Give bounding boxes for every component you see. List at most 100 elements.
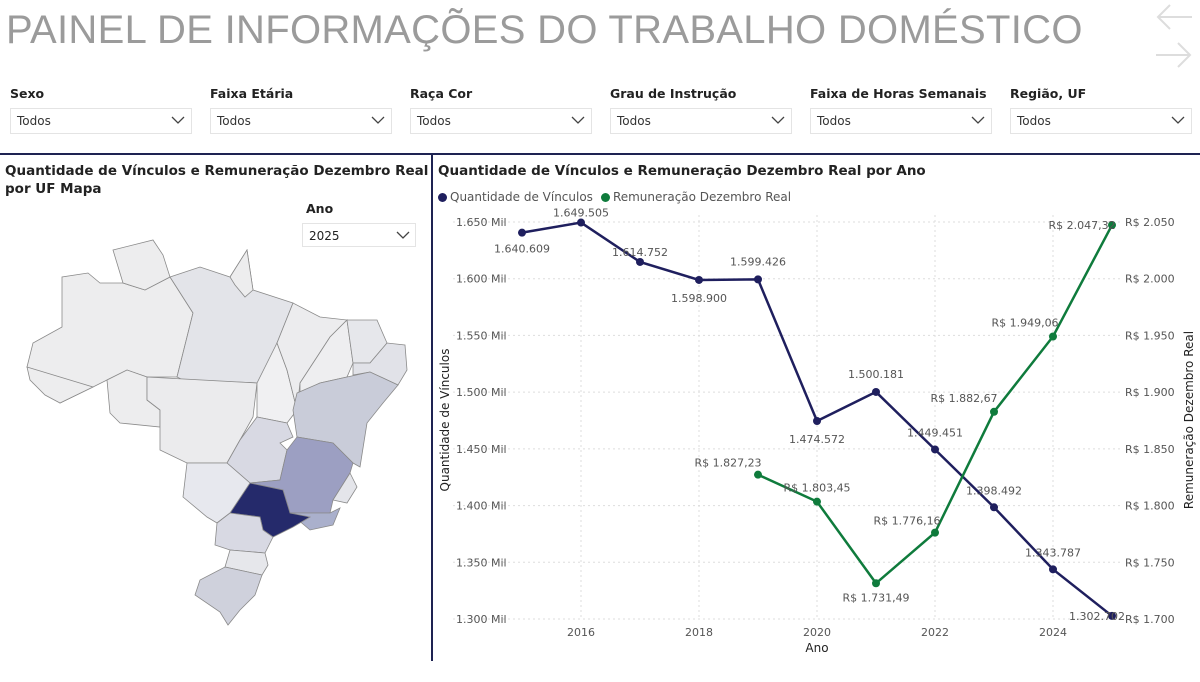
data-label: R$ 1.882,67: [930, 392, 997, 405]
filter-value: Todos: [1017, 114, 1051, 128]
chevron-down-icon: [771, 116, 785, 124]
chevron-down-icon: [571, 116, 585, 124]
state-rs[interactable]: [194, 566, 263, 626]
data-label: R$ 1.803,45: [783, 482, 850, 495]
state-ap[interactable]: [229, 248, 254, 298]
data-label: 1.398.492: [966, 484, 1022, 497]
legend-item-vinculos[interactable]: Quantidade de Vínculos: [438, 190, 593, 204]
data-point: [754, 275, 762, 284]
filter-3: Grau de Instrução Todos: [610, 86, 792, 134]
y2-tick-label: R$ 2.000: [1125, 273, 1175, 286]
y-tick-label: 1.650 Mil: [456, 216, 507, 229]
filter-1: Faixa Etária Todos: [210, 86, 392, 134]
chevron-down-icon: [371, 116, 385, 124]
data-point: [813, 416, 821, 425]
filter-label: Faixa de Horas Semanais: [810, 86, 987, 101]
filter-dropdown[interactable]: Todos: [10, 108, 192, 134]
arrow-left-icon[interactable]: [1154, 2, 1194, 32]
x-tick-label: 2022: [921, 626, 949, 639]
filter-value: Todos: [817, 114, 851, 128]
divider-horizontal: [0, 153, 1200, 155]
y-tick-label: 1.300 Mil: [456, 613, 507, 626]
filter-label: Região, UF: [1010, 86, 1087, 101]
y2-tick-label: R$ 1.900: [1125, 386, 1175, 399]
data-point: [813, 497, 821, 506]
chevron-down-icon: [971, 116, 985, 124]
data-point: [990, 407, 998, 416]
state-sc[interactable]: [224, 549, 269, 576]
data-label: 1.649.505: [553, 207, 609, 220]
filter-0: Sexo Todos: [10, 86, 192, 134]
x-tick-label: 2018: [685, 626, 713, 639]
data-label: R$ 1.776,16: [873, 515, 940, 528]
chart-title: Quantidade de Vínculos e Remuneração Dez…: [438, 163, 926, 179]
filter-dropdown[interactable]: Todos: [410, 108, 592, 134]
x-tick-label: 2020: [803, 626, 831, 639]
chart-legend: Quantidade de Vínculos Remuneração Dezem…: [438, 190, 791, 204]
chevron-down-icon: [1171, 116, 1185, 124]
data-label: 1.640.609: [494, 243, 550, 256]
arrow-right-icon[interactable]: [1154, 40, 1194, 70]
filter-label: Grau de Instrução: [610, 86, 737, 101]
filter-value: Todos: [417, 114, 451, 128]
filter-value: Todos: [217, 114, 251, 128]
y2-axis-title: Remuneração Dezembro Real: [1182, 331, 1196, 509]
y2-tick-label: R$ 1.800: [1125, 500, 1175, 513]
y2-tick-label: R$ 1.850: [1125, 443, 1175, 456]
x-tick-label: 2016: [567, 626, 595, 639]
filter-dropdown[interactable]: Todos: [210, 108, 392, 134]
y2-tick-label: R$ 2.050: [1125, 216, 1175, 229]
legend-dot-icon: [438, 193, 447, 202]
filter-2: Raça Cor Todos: [410, 86, 592, 134]
chevron-down-icon: [396, 231, 410, 239]
data-point: [1108, 611, 1116, 620]
data-point: [754, 470, 762, 479]
data-point: [990, 503, 998, 512]
y-tick-label: 1.350 Mil: [456, 556, 507, 569]
data-label: 1.343.787: [1025, 546, 1081, 559]
y2-tick-label: R$ 1.750: [1125, 556, 1175, 569]
data-point: [518, 228, 526, 237]
y2-tick-label: R$ 1.700: [1125, 613, 1175, 626]
data-point: [1108, 221, 1116, 230]
y2-tick-label: R$ 1.950: [1125, 329, 1175, 342]
data-label: 1.500.181: [848, 368, 904, 381]
data-point: [931, 445, 939, 454]
state-ac[interactable]: [26, 366, 95, 404]
filter-5: Região, UF Todos: [1010, 86, 1192, 134]
state-es[interactable]: [332, 472, 358, 504]
legend-dot-icon: [600, 193, 610, 202]
data-label: 1.598.900: [671, 292, 727, 305]
filter-dropdown[interactable]: Todos: [1010, 108, 1192, 134]
x-axis-title: Ano: [805, 641, 828, 655]
data-label: 1.614.752: [612, 246, 668, 259]
brazil-map: [26, 239, 408, 626]
state-pr[interactable]: [214, 512, 274, 554]
line-chart: 1.300 Mil R$ 1.700 1.350 Mil R$ 1.750 1.400 …: [438, 207, 1196, 655]
map-title: Quantidade de Vínculos e Remuneração Dez…: [5, 163, 429, 197]
data-point: [695, 275, 703, 284]
data-label: R$ 1.731,49: [842, 591, 909, 604]
legend-item-remuneracao[interactable]: Remuneração Dezembro Real: [600, 190, 791, 204]
year-dropdown[interactable]: 2025: [302, 223, 416, 247]
data-label: R$ 1.827,23: [694, 457, 761, 470]
state-rj[interactable]: [288, 507, 341, 531]
filter-4: Faixa de Horas Semanais Todos: [810, 86, 992, 134]
page-title: PAINEL DE INFORMAÇÕES DO TRABALHO DOMÉST…: [6, 8, 1083, 52]
filter-value: Todos: [617, 114, 651, 128]
data-point: [577, 218, 585, 227]
data-label: 1.474.572: [789, 433, 845, 446]
y-tick-label: 1.600 Mil: [456, 273, 507, 286]
data-point: [636, 257, 644, 266]
divider-vertical: [431, 155, 433, 661]
filter-dropdown[interactable]: Todos: [810, 108, 992, 134]
filter-dropdown[interactable]: Todos: [610, 108, 792, 134]
filter-value: Todos: [17, 114, 51, 128]
chevron-down-icon: [171, 116, 185, 124]
data-point: [931, 528, 939, 537]
y-tick-label: 1.550 Mil: [456, 329, 507, 342]
y-tick-label: 1.450 Mil: [456, 443, 507, 456]
y-axis-title: Quantidade de Vínculos: [438, 349, 452, 492]
data-label: R$ 2.047,32: [1048, 219, 1115, 232]
data-label: 1.302.702: [1069, 610, 1125, 623]
